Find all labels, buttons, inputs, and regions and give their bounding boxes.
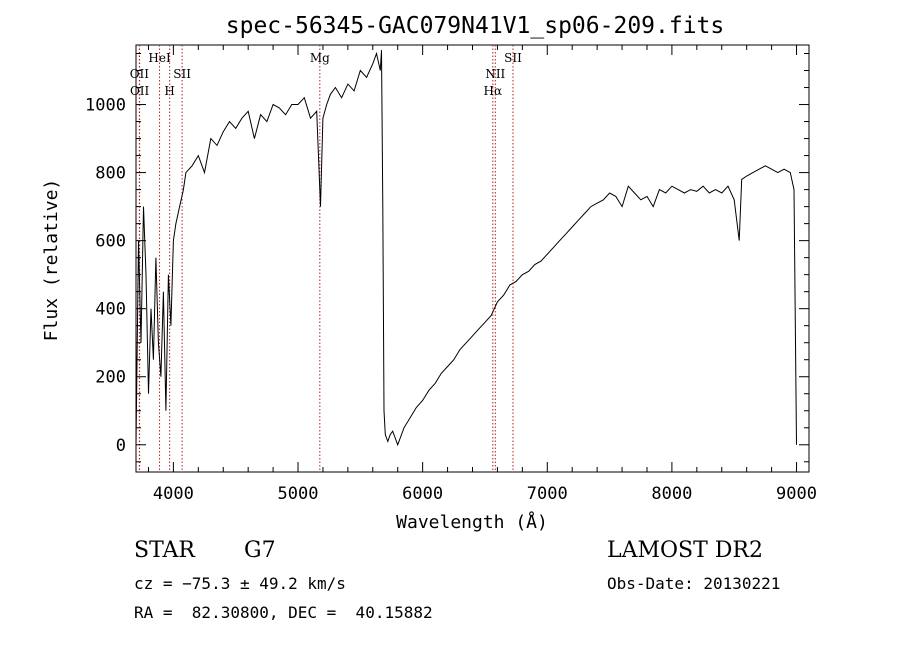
y-tick-label: 200 [95,368,126,388]
line-marker-label: OII [130,67,150,81]
x-tick-label: 8000 [651,484,692,504]
plot-frame [135,44,810,473]
line-markers [138,45,514,472]
y-tick-label: 1000 [85,96,126,116]
y-tick-label: 600 [95,232,126,252]
x-axis-ticks: 4000 5000 6000 7000 8000 9000 [147,45,817,504]
line-marker-label: H [164,84,174,98]
line-marker-label: SII [504,51,522,65]
x-axis-label: Wavelength (Å) [396,511,548,533]
y-tick-label: 400 [95,300,126,320]
line-marker-label: SII [173,67,191,81]
y-axis-label: Flux (relative) [41,179,62,342]
y-tick-label: 0 [116,436,126,456]
spectrum-line [135,50,797,447]
line-marker-labels: OII OII HeI H SII Mg NII Hα SII [130,51,522,98]
line-marker-label: Mg [310,51,330,65]
x-tick-label: 6000 [402,484,443,504]
y-tick-label: 800 [95,164,126,184]
x-tick-label: 7000 [527,484,568,504]
object-subclass: G7 [244,538,276,563]
line-marker-label: OII [130,84,150,98]
x-tick-label: 5000 [278,484,319,504]
obs-date-text: Obs-Date: 20130221 [607,574,781,593]
coordinates-text: RA = 82.30800, DEC = 40.15882 [134,603,433,622]
survey-name: LAMOST DR2 [607,538,763,563]
object-type: STAR [134,538,195,563]
chart-title: spec-56345-GAC079N41V1_sp06-209.fits [226,13,725,39]
line-marker-label: HeI [148,51,171,65]
y-axis-ticks: 0 200 400 600 800 1000 [85,53,809,463]
x-tick-label: 4000 [153,484,194,504]
redshift-text: cz = −75.3 ± 49.2 km/s [134,574,346,593]
line-marker-label: Hα [484,84,503,98]
line-marker-label: NII [485,67,505,81]
x-tick-label: 9000 [776,484,817,504]
